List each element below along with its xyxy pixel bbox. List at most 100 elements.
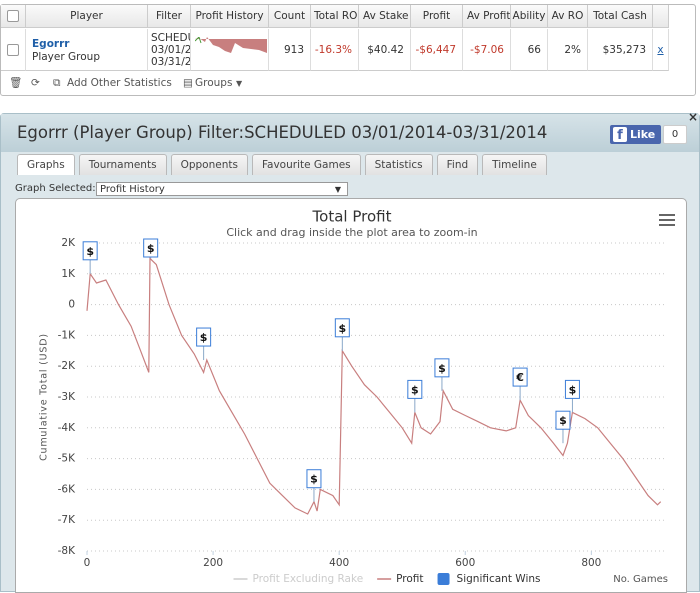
tab[interactable]: Statistics [364,154,433,175]
significant-win: € [512,367,528,401]
flag [143,238,159,258]
column-header[interactable]: Av RO [548,5,588,28]
header-select [1,5,26,28]
column-header[interactable]: Total RO [311,5,359,28]
groups-caret: ▼ [236,79,243,88]
y-tick-label: -2K [58,360,76,372]
like-button[interactable]: f Like [610,125,662,144]
column-header[interactable]: Profit History [191,5,269,28]
y-tick-label: -6K [58,483,76,495]
flag-label: € [515,371,524,384]
y-tick-label: -1K [58,329,76,341]
chart-title: Total Profit [312,208,392,226]
menu-bar [659,224,675,226]
column-header [653,5,669,28]
flag-label: $ [338,322,346,335]
tab[interactable]: Timeline [482,154,547,175]
x-tick-label: 800 [581,557,601,569]
like-count: 0 [663,125,687,144]
flag-label: $ [559,414,567,427]
add-icon[interactable]: ⧉ [53,77,61,89]
flag [564,379,580,399]
y-tick-label: -5K [58,453,76,465]
column-header[interactable]: Av Stake [359,5,411,28]
column-header[interactable]: Count [269,5,311,28]
checkbox[interactable] [7,44,19,56]
groups-icon: ▤ [183,77,193,89]
sparkline [195,37,267,53]
y-tick-label: 2K [61,237,76,249]
column-header[interactable]: Av Profit [463,5,511,28]
flag-label: $ [411,383,419,396]
column-header[interactable]: Player [26,5,148,28]
panel-title: Egorrr (Player Group) Filter:SCHEDULED 0… [17,123,548,142]
column-header[interactable]: Filter [148,5,191,28]
y-axis-title: Cumulative Total (USD) [39,333,50,461]
significant-win: $ [407,379,423,413]
player-panel: Egorrr (Player Group) Filter:SCHEDULED 0… [0,110,700,593]
tab[interactable]: Graphs [17,154,75,175]
x-tick-label: 600 [455,557,475,569]
flag [196,327,212,347]
flag-label: $ [200,331,208,344]
column-header[interactable]: Profit [411,5,463,28]
legend-label: Significant Wins [457,573,541,585]
flag-label: $ [86,245,94,258]
flag-label: $ [147,242,155,255]
legend-symbol [437,573,450,585]
flag [407,379,423,399]
y-tick-label: -8K [58,545,76,557]
menu-icon[interactable] [659,214,675,226]
graph-select[interactable]: Profit History ▼ [96,182,348,196]
tab[interactable]: Find [436,154,479,175]
refresh-icon[interactable]: ⟳ [31,77,40,89]
stat-cell: -16.3% [311,29,359,71]
chart: Total Profit Click and drag inside the p… [39,208,675,585]
sparkline-area [195,37,267,53]
y-tick-label: -4K [58,422,76,434]
stat-cell: -$6,447 [411,29,463,71]
groups-button[interactable]: Groups [195,77,233,89]
close-button[interactable]: × [688,110,699,124]
x-axis-title: No. Games [613,574,668,585]
significant-win: $ [334,318,350,351]
flag [555,410,571,430]
tab[interactable]: Favourite Games [251,154,361,175]
tab[interactable]: Tournaments [78,154,167,175]
flag-label: $ [310,473,318,486]
stats-table: Player Filter Profit History Count Total… [0,4,696,96]
stat-cell: 913 [269,29,311,71]
significant-win: $ [196,327,212,361]
delete-icon[interactable]: 🗑 [9,77,23,89]
y-tick-label: 1K [61,268,76,280]
filter-line: SCHEDULED [151,32,190,44]
chart-subtitle: Click and drag inside the plot area to z… [226,226,477,239]
flag [434,358,450,378]
y-tick-label: -7K [58,514,76,526]
graph-selected-label: Graph Selected: [15,183,96,194]
column-header[interactable]: Ability [511,5,548,28]
toolbar: 🗑 ⟳ ⧉ Add Other Statistics ▤ Groups ▼ [1,72,695,95]
column-header[interactable]: Total Cash [588,5,653,28]
add-statistics[interactable]: Add Other Statistics [67,77,172,89]
significant-win: $ [82,241,98,274]
like-text: Like [630,128,656,141]
sparkline-start [195,37,202,44]
remove-link[interactable]: x [653,29,669,71]
significant-win: $ [306,469,322,502]
significant-win: $ [434,358,450,391]
x-tick-label: 0 [84,557,91,569]
legend-item[interactable]: Profit [377,573,424,585]
legend-item[interactable]: Significant Wins [437,573,541,585]
player-name[interactable]: Egorrr [32,38,70,50]
x-tick-label: 200 [203,557,223,569]
flag [82,241,98,261]
checkbox[interactable] [7,10,19,22]
stat-cell: 2% [548,29,588,71]
flag-label: $ [438,362,446,375]
significant-win: $ [143,238,159,259]
legend-item[interactable]: Profit Excluding Rake [233,573,364,585]
tab[interactable]: Opponents [170,154,248,175]
filter-line: 03/31/2014 [151,56,191,68]
flag [334,318,350,338]
